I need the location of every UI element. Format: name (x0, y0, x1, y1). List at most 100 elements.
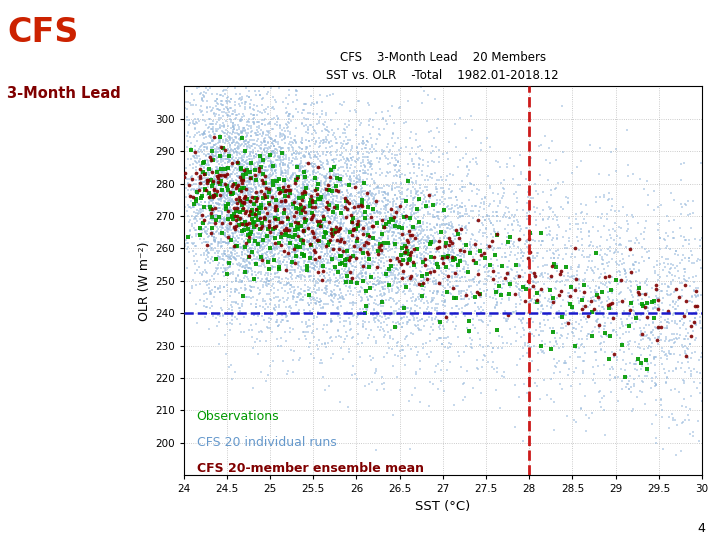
CFS 20 individual runs (238, 172, 250, 180)
CFS 20 individual runs (368, 333, 379, 341)
CFS 20 individual runs (380, 315, 392, 323)
CFS 20 individual runs (338, 219, 349, 227)
CFS 20 individual runs (427, 316, 438, 325)
CFS 20 individual runs (287, 292, 299, 300)
CFS 20 individual runs (653, 303, 665, 312)
CFS 20 individual runs (318, 136, 329, 144)
CFS 20 individual runs (468, 315, 480, 323)
CFS 20 individual runs (274, 176, 286, 185)
CFS 20 individual runs (541, 246, 552, 255)
CFS 20 individual runs (198, 127, 210, 136)
Observations (275, 187, 287, 195)
CFS 20 individual runs (228, 221, 240, 230)
CFS 20 individual runs (335, 314, 346, 323)
CFS 20 individual runs (445, 278, 456, 286)
CFS 20 individual runs (660, 350, 672, 359)
CFS 20 individual runs (437, 215, 449, 224)
CFS 20 individual runs (433, 176, 444, 184)
CFS 20 individual runs (235, 96, 246, 104)
CFS 20 individual runs (336, 202, 347, 211)
CFS 20 individual runs (403, 272, 415, 280)
Observations (565, 283, 577, 292)
CFS 20 individual runs (369, 240, 381, 249)
CFS 20-member ensemble mean (472, 269, 484, 278)
CFS 20 individual runs (414, 292, 426, 300)
CFS 20 individual runs (570, 318, 582, 326)
CFS 20 individual runs (658, 234, 670, 243)
CFS 20 individual runs (233, 208, 244, 217)
CFS 20 individual runs (679, 335, 690, 343)
CFS 20 individual runs (479, 216, 490, 225)
CFS 20 individual runs (286, 287, 297, 296)
CFS 20 individual runs (222, 122, 234, 130)
CFS 20 individual runs (265, 220, 276, 228)
CFS 20 individual runs (678, 377, 690, 386)
CFS 20 individual runs (266, 262, 278, 271)
CFS 20 individual runs (225, 117, 237, 126)
CFS 20 individual runs (260, 177, 271, 185)
CFS 20 individual runs (508, 241, 519, 250)
CFS 20 individual runs (284, 285, 295, 293)
CFS 20 individual runs (378, 289, 390, 298)
CFS 20-member ensemble mean (546, 261, 558, 270)
CFS 20 individual runs (212, 148, 223, 157)
CFS 20 individual runs (211, 71, 222, 80)
CFS 20 individual runs (272, 153, 284, 161)
CFS 20-member ensemble mean (396, 274, 408, 283)
CFS 20 individual runs (402, 214, 413, 223)
CFS 20 individual runs (509, 161, 521, 170)
CFS 20 individual runs (294, 271, 306, 279)
CFS 20-member ensemble mean (215, 171, 227, 179)
CFS 20 individual runs (255, 262, 266, 271)
CFS 20 individual runs (303, 300, 315, 309)
CFS 20 individual runs (192, 114, 204, 123)
CFS 20 individual runs (199, 169, 211, 178)
CFS 20 individual runs (278, 152, 289, 161)
CFS 20 individual runs (405, 174, 417, 183)
CFS 20 individual runs (312, 204, 323, 213)
CFS 20 individual runs (316, 195, 328, 204)
CFS 20 individual runs (433, 309, 445, 318)
CFS 20 individual runs (240, 267, 251, 276)
CFS 20 individual runs (274, 203, 285, 212)
CFS 20 individual runs (333, 164, 345, 173)
Observations (248, 199, 260, 208)
CFS 20 individual runs (590, 286, 601, 294)
CFS 20 individual runs (564, 237, 575, 245)
Observations (297, 206, 309, 214)
CFS 20 individual runs (356, 254, 368, 263)
CFS 20 individual runs (218, 192, 230, 201)
CFS 20 individual runs (395, 278, 406, 287)
CFS 20 individual runs (424, 172, 436, 181)
CFS 20 individual runs (589, 296, 600, 305)
CFS 20 individual runs (544, 323, 556, 332)
CFS 20 individual runs (597, 280, 608, 289)
CFS 20 individual runs (224, 198, 235, 207)
CFS 20 individual runs (203, 219, 215, 228)
CFS 20 individual runs (377, 325, 389, 334)
CFS 20 individual runs (240, 174, 252, 183)
CFS 20 individual runs (377, 188, 388, 197)
CFS 20 individual runs (236, 302, 248, 310)
CFS 20 individual runs (321, 269, 333, 278)
CFS 20 individual runs (226, 161, 238, 170)
Observations (222, 164, 234, 172)
CFS 20 individual runs (246, 265, 257, 273)
CFS 20 individual runs (356, 339, 367, 347)
CFS 20 individual runs (337, 272, 348, 281)
Observations (240, 170, 252, 179)
CFS 20 individual runs (350, 248, 361, 257)
CFS 20 individual runs (280, 152, 292, 161)
CFS 20 individual runs (241, 246, 253, 254)
CFS 20 individual runs (643, 253, 654, 262)
CFS 20 individual runs (239, 158, 251, 166)
CFS 20 individual runs (204, 206, 215, 215)
CFS 20 individual runs (252, 158, 264, 167)
CFS 20 individual runs (619, 266, 631, 274)
Observations (469, 293, 480, 301)
CFS 20 individual runs (490, 295, 502, 303)
CFS 20 individual runs (315, 178, 326, 187)
CFS 20 individual runs (284, 130, 295, 139)
CFS 20 individual runs (220, 238, 231, 246)
CFS 20-member ensemble mean (580, 301, 591, 310)
